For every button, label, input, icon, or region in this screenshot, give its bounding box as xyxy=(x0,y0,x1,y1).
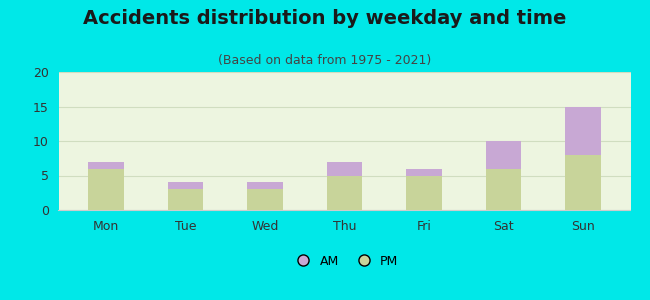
Text: Accidents distribution by weekday and time: Accidents distribution by weekday and ti… xyxy=(83,9,567,28)
Bar xyxy=(326,162,363,176)
Bar xyxy=(247,182,283,189)
Bar xyxy=(486,169,521,210)
Bar xyxy=(88,169,124,210)
Bar xyxy=(406,169,442,176)
Bar xyxy=(168,189,203,210)
Bar xyxy=(406,176,442,210)
Text: (Based on data from 1975 - 2021): (Based on data from 1975 - 2021) xyxy=(218,54,432,67)
Bar xyxy=(326,176,363,210)
Bar xyxy=(565,155,601,210)
Bar xyxy=(168,182,203,189)
Legend: AM, PM: AM, PM xyxy=(286,250,403,273)
Bar xyxy=(247,189,283,210)
Bar xyxy=(486,141,521,169)
Bar xyxy=(88,162,124,169)
Bar xyxy=(565,106,601,155)
